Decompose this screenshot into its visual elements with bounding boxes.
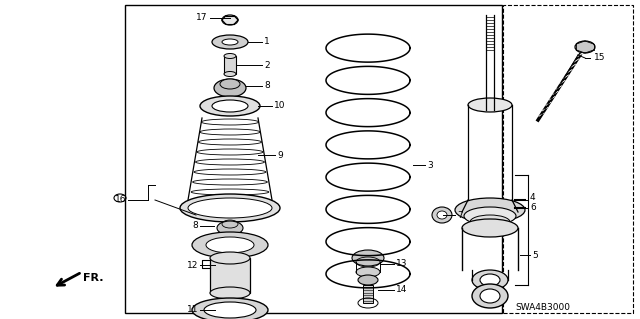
Text: FR.: FR. <box>83 273 104 283</box>
Ellipse shape <box>188 198 272 218</box>
Text: 11: 11 <box>186 306 198 315</box>
Ellipse shape <box>472 270 508 290</box>
Ellipse shape <box>212 100 248 112</box>
Ellipse shape <box>214 79 246 97</box>
Ellipse shape <box>358 275 378 285</box>
Text: 9: 9 <box>277 151 283 160</box>
Ellipse shape <box>437 211 447 219</box>
Ellipse shape <box>464 207 516 225</box>
Text: 2: 2 <box>264 61 269 70</box>
Ellipse shape <box>472 284 508 308</box>
Ellipse shape <box>455 198 525 222</box>
Text: 6: 6 <box>530 204 536 212</box>
Text: 17: 17 <box>195 13 207 23</box>
Ellipse shape <box>432 207 452 223</box>
Text: 3: 3 <box>427 160 433 169</box>
Ellipse shape <box>470 215 510 229</box>
Text: 10: 10 <box>274 101 285 110</box>
Ellipse shape <box>210 252 250 264</box>
Text: 13: 13 <box>396 259 408 269</box>
Text: 14: 14 <box>396 286 408 294</box>
Ellipse shape <box>217 221 243 235</box>
Ellipse shape <box>210 287 250 299</box>
Ellipse shape <box>204 302 256 318</box>
Text: 8: 8 <box>264 81 269 91</box>
Ellipse shape <box>224 71 236 77</box>
Text: 16: 16 <box>115 196 126 204</box>
Ellipse shape <box>480 289 500 303</box>
Ellipse shape <box>356 267 380 277</box>
Text: SWA4B3000: SWA4B3000 <box>515 303 570 313</box>
Ellipse shape <box>480 274 500 286</box>
Bar <box>363 285 373 303</box>
Ellipse shape <box>212 35 248 49</box>
Ellipse shape <box>192 298 268 319</box>
Ellipse shape <box>192 232 268 258</box>
Text: 1: 1 <box>264 38 269 47</box>
Bar <box>503 5 633 313</box>
Ellipse shape <box>462 219 518 237</box>
Bar <box>224 56 236 74</box>
Text: 7: 7 <box>457 211 463 219</box>
Ellipse shape <box>352 250 384 266</box>
Text: 8: 8 <box>192 221 198 231</box>
Ellipse shape <box>468 98 512 112</box>
Bar <box>125 5 502 313</box>
Ellipse shape <box>222 39 238 45</box>
Ellipse shape <box>224 54 236 58</box>
Ellipse shape <box>206 237 254 253</box>
Ellipse shape <box>200 96 260 116</box>
Ellipse shape <box>222 15 238 25</box>
Text: 5: 5 <box>532 250 538 259</box>
Ellipse shape <box>220 79 240 89</box>
Ellipse shape <box>575 41 595 53</box>
Text: 12: 12 <box>187 261 198 270</box>
Text: 15: 15 <box>594 54 605 63</box>
Ellipse shape <box>180 194 280 222</box>
Bar <box>210 258 250 293</box>
Text: 4: 4 <box>530 194 536 203</box>
